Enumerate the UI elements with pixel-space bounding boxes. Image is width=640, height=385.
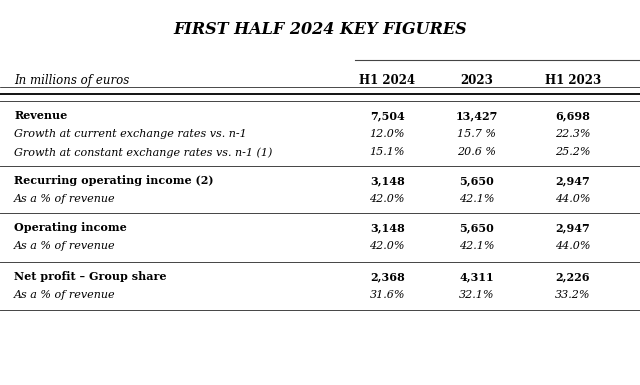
Text: 33.2%: 33.2% xyxy=(555,290,591,300)
Text: As a % of revenue: As a % of revenue xyxy=(14,194,116,204)
Text: 15.7 %: 15.7 % xyxy=(458,129,496,139)
Text: 22.3%: 22.3% xyxy=(555,129,591,139)
Text: In millions of euros: In millions of euros xyxy=(14,74,129,87)
Text: 42.1%: 42.1% xyxy=(459,194,495,204)
Text: 2,947: 2,947 xyxy=(556,223,590,233)
Text: Growth at current exchange rates vs. n-1: Growth at current exchange rates vs. n-1 xyxy=(14,129,247,139)
Text: 15.1%: 15.1% xyxy=(369,147,405,157)
Text: Growth at constant exchange rates vs. n-1 (1): Growth at constant exchange rates vs. n-… xyxy=(14,147,273,158)
Text: 7,504: 7,504 xyxy=(370,110,404,121)
Text: H1 2024: H1 2024 xyxy=(359,74,415,87)
Text: 2,947: 2,947 xyxy=(556,176,590,186)
Text: 42.0%: 42.0% xyxy=(369,241,405,251)
Text: 3,148: 3,148 xyxy=(370,176,404,186)
Text: Revenue: Revenue xyxy=(14,110,67,121)
Text: 20.6 %: 20.6 % xyxy=(458,147,496,157)
Text: H1 2023: H1 2023 xyxy=(545,74,601,87)
Text: As a % of revenue: As a % of revenue xyxy=(14,290,116,300)
Text: 25.2%: 25.2% xyxy=(555,147,591,157)
Text: 3,148: 3,148 xyxy=(370,223,404,233)
Text: 42.0%: 42.0% xyxy=(369,194,405,204)
Text: 44.0%: 44.0% xyxy=(555,194,591,204)
Text: Operating income: Operating income xyxy=(14,223,127,233)
Text: 32.1%: 32.1% xyxy=(459,290,495,300)
Text: 6,698: 6,698 xyxy=(556,110,590,121)
Text: Recurring operating income (2): Recurring operating income (2) xyxy=(14,176,214,186)
Text: FIRST HALF 2024 KEY FIGURES: FIRST HALF 2024 KEY FIGURES xyxy=(173,21,467,38)
Text: 2,226: 2,226 xyxy=(556,271,590,282)
Text: As a % of revenue: As a % of revenue xyxy=(14,241,116,251)
Text: 4,311: 4,311 xyxy=(460,271,494,282)
Text: 44.0%: 44.0% xyxy=(555,241,591,251)
Text: 31.6%: 31.6% xyxy=(369,290,405,300)
Text: 2,368: 2,368 xyxy=(370,271,404,282)
Text: 42.1%: 42.1% xyxy=(459,241,495,251)
Text: 13,427: 13,427 xyxy=(456,110,498,121)
Text: 5,650: 5,650 xyxy=(460,223,494,233)
Text: 2023: 2023 xyxy=(460,74,493,87)
Text: Net profit – Group share: Net profit – Group share xyxy=(14,271,166,282)
Text: 12.0%: 12.0% xyxy=(369,129,405,139)
Text: 5,650: 5,650 xyxy=(460,176,494,186)
